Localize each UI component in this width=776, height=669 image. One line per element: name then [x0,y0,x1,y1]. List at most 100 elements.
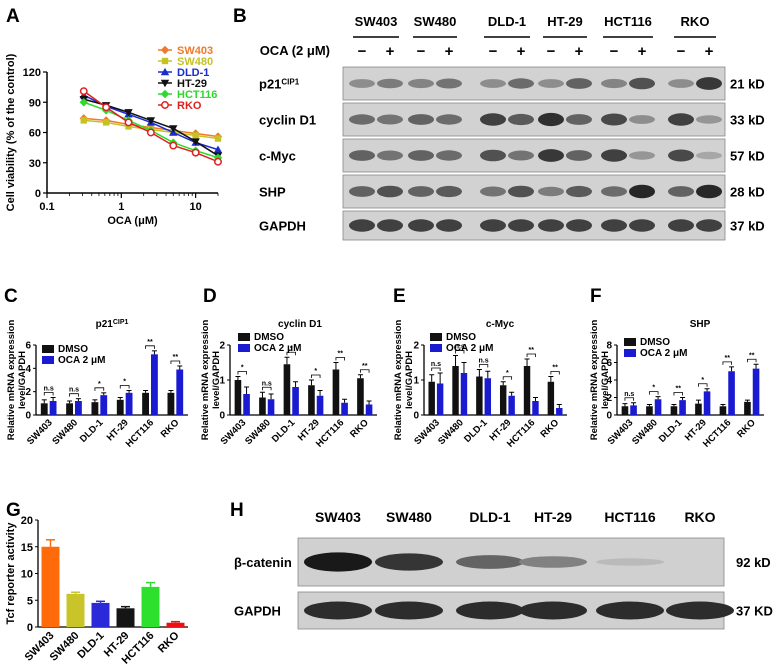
significance-bracket [624,397,634,401]
bar-dmso [646,406,653,415]
bar-oca-2-μm [630,405,637,415]
bar-oca-2-μm [49,401,57,415]
protein-band [480,79,506,88]
x-tick-label: DLD-1 [78,417,106,445]
legend-label: DLD-1 [177,67,209,79]
panel-letter-e: E [393,286,406,307]
significance-bracket [262,386,272,391]
legend-label: SW480 [177,56,213,68]
bar-dmso [670,406,678,415]
panel-c-bar-chart: 0 2 4 6 p21CIP1 Relative mRNA expression level… [6,319,188,450]
x-tick-label: HCT116 [124,417,156,449]
protein-band [566,114,592,125]
protein-band [408,114,434,125]
bar-oca-2-μm [484,378,492,415]
y-tick-label: 20 [21,515,33,527]
lane-sign: − [677,43,686,60]
bar-rko [166,622,185,627]
lane-sign: − [489,43,498,60]
cell-line-label: SW403 [355,14,398,29]
bar-dmso [428,381,435,415]
legend-swatch [624,338,636,346]
bar-oca-2-μm [243,394,250,415]
x-tick-label: SW403 [219,417,249,447]
significance-label: ** [725,355,731,362]
protein-band [480,219,506,232]
y-axis-label: Relative mRNA expression [589,320,600,441]
protein-band [696,77,722,90]
protein-band [519,601,587,620]
chart-title: p21CIP1 [96,319,129,331]
panel-letter-a: A [6,6,20,27]
data-point-rko [146,128,155,137]
treatment-label: OCA (2 μM) [260,43,330,58]
legend-label: DMSO [446,332,476,343]
legend-label: DMSO [254,332,284,343]
protein-band [629,77,655,90]
legend-label: OCA 2 μM [58,355,105,366]
protein-band [408,78,434,89]
protein-band [377,78,403,89]
panel-letter-c: C [4,286,18,307]
significance-label: * [123,379,126,386]
lane-sign: + [638,43,647,60]
y-axis-label: Relative mRNA expression [6,320,17,441]
bar-dmso [283,364,291,415]
lane-sign: + [517,43,526,60]
y-tick-label: 6 [25,341,31,352]
cell-line-label: SW403 [315,509,361,525]
significance-bracket [526,353,536,357]
bar-dmso [357,378,364,415]
bar-dmso [259,397,266,415]
legend-label: HCT116 [177,89,217,101]
y-tick-label: 6 [606,358,612,369]
y-tick-label: 60 [29,128,41,140]
data-point-rko [79,87,88,96]
protein-band [566,219,592,232]
significance-label: n.s [262,380,272,387]
bar-dmso [332,369,340,415]
protein-label: SHP [259,185,286,200]
chart-title: c-Myc [486,319,515,330]
bar-dmso [167,392,175,415]
significance-label: * [652,385,655,392]
protein-band [436,185,462,198]
significance-label: n.s [455,344,465,351]
significance-label: ** [338,351,344,358]
protein-band [480,149,506,162]
bar-dmso [116,399,124,415]
significance-label: * [241,365,244,372]
y-tick-label: 15 [21,542,33,554]
protein-band [377,185,403,198]
protein-band [538,149,564,162]
significance-bracket [335,357,345,361]
legend-label: OCA 2 μM [254,343,301,354]
lane-sign: + [705,43,714,60]
protein-band [508,113,534,126]
protein-band [304,552,372,572]
legend-swatch [430,344,442,352]
protein-band [519,556,587,568]
bar-dmso [91,402,99,415]
significance-bracket [311,374,321,378]
data-point-rko [191,148,200,157]
protein-band [596,558,664,566]
legend-swatch [624,349,636,357]
panel-letter-f: F [590,286,602,307]
protein-band [349,186,375,197]
y-tick-label: 2 [25,387,31,398]
y-tick-label: 2 [606,393,612,404]
data-point-ht-29 [169,125,178,133]
protein-band [566,185,592,198]
protein-band [629,151,655,160]
lane-sign: + [386,43,395,60]
significance-label: n.s [479,358,489,365]
panel-letter-d: D [203,286,217,307]
protein-band [696,151,722,160]
significance-bracket [69,393,79,397]
y-axis-label: level/GAPDH [404,351,415,409]
chart-title: SHP [690,319,711,330]
cell-line-label: HT-29 [547,14,582,29]
molecular-weight-label: 57 kD [730,149,765,164]
protein-band [377,114,403,125]
